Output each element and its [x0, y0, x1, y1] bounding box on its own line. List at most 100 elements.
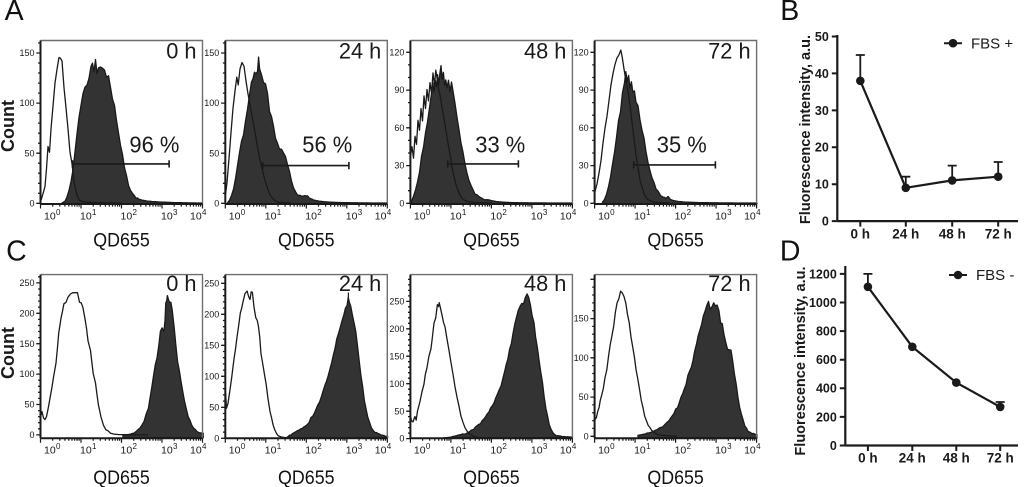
- svg-text:100: 100: [389, 379, 404, 389]
- svg-text:4: 4: [572, 208, 577, 217]
- svg-text:1: 1: [462, 208, 467, 217]
- svg-text:10: 10: [265, 445, 277, 457]
- svg-text:4: 4: [756, 442, 761, 451]
- svg-text:0: 0: [610, 442, 615, 451]
- svg-text:4: 4: [756, 208, 761, 217]
- svg-text:24 h: 24 h: [899, 451, 926, 466]
- svg-text:60: 60: [579, 123, 589, 133]
- svg-text:10: 10: [744, 445, 756, 457]
- svg-text:200: 200: [816, 410, 837, 424]
- svg-text:10: 10: [229, 445, 241, 457]
- svg-text:48 h: 48 h: [939, 227, 966, 242]
- svg-text:2: 2: [317, 208, 322, 217]
- svg-text:QD655: QD655: [278, 230, 335, 252]
- svg-text:QD655: QD655: [647, 467, 704, 487]
- svg-text:33 %: 33 %: [475, 131, 525, 157]
- svg-text:10: 10: [80, 445, 92, 457]
- svg-text:0: 0: [830, 439, 837, 453]
- svg-text:1000: 1000: [809, 296, 837, 310]
- svg-text:3: 3: [173, 208, 178, 217]
- svg-text:200: 200: [204, 309, 219, 319]
- svg-text:QD655: QD655: [93, 467, 150, 487]
- svg-text:800: 800: [816, 325, 837, 339]
- svg-text:10: 10: [44, 445, 56, 457]
- svg-text:150: 150: [574, 314, 589, 324]
- svg-text:30: 30: [815, 104, 829, 118]
- svg-text:1: 1: [277, 208, 282, 217]
- svg-text:10: 10: [598, 211, 610, 223]
- svg-text:30: 30: [394, 161, 404, 171]
- svg-text:10: 10: [560, 445, 572, 457]
- svg-text:10: 10: [531, 445, 543, 457]
- svg-text:0 h: 0 h: [166, 271, 196, 296]
- svg-text:QD655: QD655: [647, 230, 704, 252]
- svg-text:D: D: [780, 235, 801, 267]
- svg-text:24 h: 24 h: [892, 227, 919, 242]
- svg-text:10: 10: [598, 445, 610, 457]
- svg-text:0: 0: [56, 208, 61, 217]
- svg-text:150: 150: [389, 351, 404, 361]
- svg-text:0: 0: [56, 442, 61, 451]
- svg-text:20: 20: [815, 141, 829, 155]
- svg-text:10: 10: [634, 445, 646, 457]
- svg-text:2: 2: [502, 208, 507, 217]
- svg-text:10: 10: [305, 445, 317, 457]
- svg-text:0: 0: [241, 442, 246, 451]
- svg-text:10: 10: [265, 211, 277, 223]
- svg-text:2: 2: [687, 208, 692, 217]
- svg-text:35 %: 35 %: [657, 131, 707, 157]
- svg-text:48 h: 48 h: [524, 39, 566, 64]
- svg-text:10: 10: [715, 211, 727, 223]
- svg-text:10: 10: [634, 211, 646, 223]
- svg-text:B: B: [780, 0, 799, 27]
- svg-text:56 %: 56 %: [302, 131, 352, 157]
- svg-text:100: 100: [19, 369, 34, 379]
- svg-text:0: 0: [29, 198, 34, 208]
- svg-text:10: 10: [815, 178, 829, 192]
- svg-text:10: 10: [44, 211, 56, 223]
- svg-text:0: 0: [399, 434, 404, 444]
- svg-text:1: 1: [646, 208, 651, 217]
- svg-text:10: 10: [675, 445, 687, 457]
- svg-text:150: 150: [19, 339, 34, 349]
- svg-text:0: 0: [214, 198, 219, 208]
- svg-text:QD655: QD655: [93, 230, 150, 252]
- svg-text:50: 50: [579, 392, 589, 402]
- svg-text:0: 0: [241, 208, 246, 217]
- svg-text:0: 0: [29, 430, 34, 440]
- svg-text:2: 2: [133, 442, 138, 451]
- svg-text:C: C: [6, 236, 27, 268]
- svg-text:150: 150: [204, 340, 219, 350]
- svg-text:150: 150: [204, 48, 219, 58]
- svg-text:40: 40: [815, 67, 829, 81]
- svg-text:10: 10: [161, 211, 173, 223]
- svg-text:50: 50: [24, 400, 34, 410]
- svg-text:10: 10: [531, 211, 543, 223]
- svg-text:0: 0: [584, 431, 589, 441]
- svg-text:FBS -: FBS -: [976, 267, 1014, 284]
- svg-text:A: A: [5, 0, 24, 27]
- svg-text:10: 10: [414, 445, 426, 457]
- svg-text:48 h: 48 h: [524, 271, 566, 296]
- svg-text:120: 120: [389, 47, 404, 57]
- svg-text:250: 250: [389, 297, 404, 307]
- svg-text:50: 50: [24, 148, 34, 158]
- svg-text:100: 100: [204, 371, 219, 381]
- svg-text:0: 0: [610, 208, 615, 217]
- svg-text:72 h: 72 h: [708, 39, 750, 64]
- svg-text:Fluorescence intensity, a.u.: Fluorescence intensity, a.u.: [793, 266, 809, 455]
- svg-text:2: 2: [502, 442, 507, 451]
- svg-text:1: 1: [92, 442, 97, 451]
- svg-text:100: 100: [574, 353, 589, 363]
- svg-text:1: 1: [646, 442, 651, 451]
- svg-text:4: 4: [387, 442, 392, 451]
- svg-text:Fluorescence intensity, a.u.: Fluorescence intensity, a.u.: [798, 35, 814, 224]
- svg-text:200: 200: [19, 308, 34, 318]
- svg-text:3: 3: [543, 208, 548, 217]
- svg-text:1: 1: [277, 442, 282, 451]
- svg-text:60: 60: [394, 123, 404, 133]
- svg-text:72 h: 72 h: [985, 227, 1012, 242]
- svg-text:3: 3: [173, 442, 178, 451]
- svg-text:3: 3: [727, 208, 732, 217]
- svg-text:2: 2: [133, 208, 138, 217]
